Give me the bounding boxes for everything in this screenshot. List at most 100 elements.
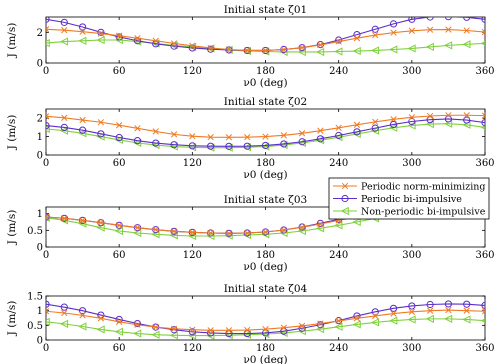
- left-triangle-mark: [370, 318, 380, 327]
- x-mark: [353, 315, 361, 322]
- y-tick-label: 1: [37, 132, 43, 143]
- circle-mark: [298, 324, 306, 332]
- legend: Periodic norm-minimizing Periodic bi-impu…: [328, 177, 490, 220]
- left-triangle-mark: [407, 315, 416, 324]
- series-norm-minimizing: [46, 26, 485, 54]
- circle-mark: [97, 28, 105, 36]
- circle-mark: [341, 194, 349, 203]
- x-mark: [335, 38, 342, 45]
- left-triangle-mark: [352, 217, 361, 227]
- x-tick-label: 180: [256, 343, 275, 354]
- series-non-periodic: [46, 119, 485, 152]
- x-mark: [244, 47, 251, 54]
- x-mark: [116, 32, 123, 39]
- x-mark: [189, 326, 196, 333]
- x-mark: [244, 326, 251, 334]
- circle-mark: [280, 140, 288, 148]
- subplot-title: Initial state ζ03: [224, 194, 308, 206]
- left-triangle-mark: [169, 231, 178, 240]
- left-triangle-mark: [187, 231, 197, 241]
- circle-mark: [78, 23, 87, 31]
- x-mark: [189, 42, 196, 49]
- x-mark: [463, 307, 470, 314]
- x-tick-label: 240: [329, 66, 348, 77]
- circle-mark: [371, 124, 379, 132]
- y-tick-label: 0.5: [27, 226, 43, 237]
- circle-mark: [353, 128, 361, 136]
- circle-mark: [188, 328, 196, 336]
- x-mark: [481, 28, 485, 36]
- y-tick-label: 0: [37, 243, 43, 254]
- x-mark: [445, 26, 452, 33]
- circle-mark: [46, 17, 50, 23]
- x-mark: [353, 121, 361, 128]
- left-triangle-mark: [151, 330, 160, 339]
- left-triangle-mark: [443, 41, 453, 50]
- left-triangle-mark: [315, 47, 325, 57]
- left-triangle-mark: [96, 325, 105, 334]
- circle-mark: [60, 123, 68, 132]
- left-triangle-mark: [59, 37, 69, 46]
- y-tick-label: 0: [37, 59, 43, 70]
- x-mark: [335, 317, 342, 325]
- x-mark: [46, 26, 50, 33]
- circle-mark: [371, 308, 379, 316]
- x-mark: [225, 327, 233, 334]
- left-triangle-mark: [407, 121, 416, 130]
- series-line: [46, 118, 485, 147]
- x-mark: [189, 229, 196, 236]
- series-line: [46, 114, 485, 138]
- x-mark: [61, 309, 68, 317]
- x-mark: [97, 30, 105, 37]
- circle-mark: [207, 45, 215, 53]
- y-tick-label: 0: [37, 151, 43, 162]
- x-tick-label: 300: [402, 343, 421, 354]
- x-mark: [134, 35, 141, 42]
- left-triangle-mark: [169, 331, 178, 340]
- left-triangle-mark: [78, 219, 87, 228]
- x-mark: [244, 229, 251, 237]
- left-triangle-mark: [114, 327, 123, 336]
- left-triangle-mark: [78, 322, 87, 331]
- x-mark: [116, 122, 123, 129]
- x-tick-label: 180: [256, 66, 275, 77]
- x-axis-label: ν0 (deg): [243, 261, 287, 273]
- x-mark: [335, 124, 342, 131]
- x-tick-label: 0: [43, 66, 49, 77]
- x-mark: [408, 27, 415, 34]
- circle-mark: [115, 133, 123, 142]
- subplot-1: Initial state ζ01 0 60 120 180 240 300 360 0 2 ν0 …: [6, 4, 495, 89]
- series-line: [46, 309, 485, 331]
- left-triangle-mark: [133, 329, 142, 338]
- x-mark: [97, 315, 105, 322]
- circle-mark: [481, 301, 485, 309]
- x-mark: [426, 26, 434, 33]
- x-mark: [353, 35, 361, 42]
- x-mark: [262, 133, 269, 140]
- left-triangle-mark: [462, 315, 471, 324]
- x-tick-label: 360: [475, 343, 494, 354]
- series-norm-minimizing: [46, 112, 485, 141]
- x-tick-label: 60: [113, 66, 126, 77]
- x-mark: [317, 220, 324, 228]
- x-mark: [390, 29, 397, 36]
- x-mark: [280, 226, 287, 234]
- x-axis-label: ν0 (deg): [243, 169, 287, 181]
- left-triangle-mark: [59, 126, 69, 135]
- legend-label: Periodic norm-minimizing: [361, 181, 485, 192]
- circle-mark: [426, 17, 434, 21]
- left-triangle-mark: [407, 44, 416, 53]
- x-mark: [225, 230, 233, 237]
- left-triangle-mark: [46, 124, 50, 133]
- series-line: [46, 303, 485, 335]
- x-mark: [280, 324, 287, 331]
- left-triangle-mark: [114, 135, 123, 145]
- x-mark: [61, 114, 68, 121]
- x-mark: [280, 46, 287, 53]
- x-tick-label: 120: [183, 66, 202, 77]
- circle-mark: [353, 312, 361, 320]
- x-mark: [445, 112, 452, 119]
- x-mark: [116, 318, 123, 325]
- circle-mark: [243, 142, 251, 150]
- y-tick-label: 0.5: [27, 321, 43, 332]
